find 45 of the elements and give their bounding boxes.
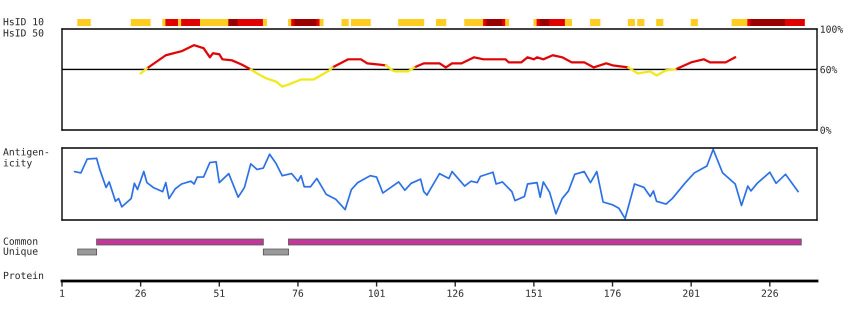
bar — [690, 19, 698, 26]
bar — [656, 19, 664, 26]
y-tick-label: 100% — [820, 26, 844, 33]
x-tick-label: 101 — [368, 290, 385, 297]
bar — [77, 19, 91, 26]
bar — [549, 19, 566, 26]
x-tick-label: 176 — [604, 290, 621, 297]
y-tick-label: 0% — [820, 126, 832, 134]
y-tick-label: 60% — [820, 66, 838, 74]
bar — [637, 19, 644, 26]
y-tick-label: Unique — [4, 247, 38, 257]
x-tick-label: 151 — [526, 290, 542, 297]
bar — [590, 19, 600, 26]
x-tick-label: 76 — [292, 290, 304, 297]
x-tick-label: 201 — [683, 290, 700, 297]
bar — [505, 19, 510, 26]
x-axis-title: Protein — [4, 272, 44, 280]
y-axis-title: Antigen- icity — [3, 148, 48, 168]
bar — [628, 19, 635, 26]
x-tick-label: 226 — [762, 290, 778, 297]
y-axis-title: HsID 50 — [4, 29, 44, 37]
bar — [732, 19, 748, 26]
bar — [165, 19, 179, 26]
bar — [536, 19, 541, 26]
y-tick-label: HsID 10 — [4, 18, 44, 26]
x-tick-label: 126 — [448, 290, 464, 297]
bar — [294, 19, 318, 26]
bar — [262, 19, 267, 26]
bar — [320, 19, 324, 26]
y-tick-label: Common — [4, 237, 38, 245]
bar — [436, 19, 446, 26]
x-tick-label: 1 — [60, 290, 64, 297]
bar — [181, 19, 201, 26]
bar — [750, 19, 786, 26]
bar — [203, 19, 230, 26]
bar — [564, 19, 572, 26]
bar — [785, 19, 805, 26]
bar — [483, 19, 488, 26]
bar — [486, 19, 503, 26]
bar — [238, 19, 264, 26]
x-tick-label: 51 — [214, 290, 224, 297]
bar — [291, 19, 296, 26]
bar — [398, 19, 424, 26]
bar — [342, 19, 349, 26]
x-tick-label: 26 — [136, 290, 146, 297]
